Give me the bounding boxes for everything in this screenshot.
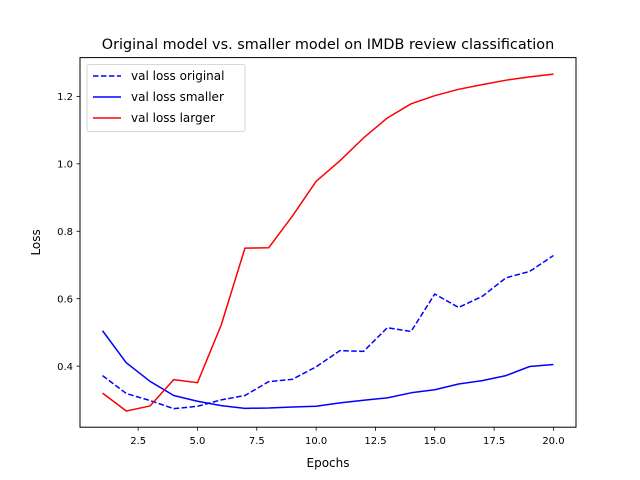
legend-label-3: val loss larger — [131, 111, 215, 125]
y-tick-label: 0.6 — [57, 294, 73, 305]
x-tick-label: 17.5 — [483, 436, 505, 447]
y-axis-label: Loss — [29, 229, 43, 255]
series-line-1 — [102, 254, 554, 410]
series-line-3 — [102, 73, 554, 412]
x-tick-label: 15.0 — [424, 436, 446, 447]
axes-frame — [79, 57, 577, 428]
x-tick-label: 5.0 — [190, 436, 206, 447]
chart-title: Original model vs. smaller model on IMDB… — [102, 37, 554, 53]
x-tick-label: 20.0 — [542, 436, 564, 447]
x-axis-label: Epochs — [307, 456, 350, 470]
y-tick-label: 0.4 — [57, 362, 73, 373]
y-tick-label: 0.8 — [57, 227, 73, 238]
legend-label-2: val loss smaller — [131, 90, 224, 104]
x-tick-label: 12.5 — [364, 436, 386, 447]
legend: val loss original val loss smaller val los… — [86, 64, 246, 132]
y-tick-label: 1.0 — [57, 159, 73, 170]
series-line-2 — [101, 330, 554, 410]
x-tick-label: 2.5 — [130, 436, 146, 447]
legend-box — [86, 64, 246, 132]
legend-label-1: val loss original — [131, 69, 224, 83]
y-tick-label: 1.2 — [57, 92, 73, 103]
x-tick-label: 7.5 — [249, 436, 265, 447]
x-tick-label: 10.0 — [305, 436, 327, 447]
